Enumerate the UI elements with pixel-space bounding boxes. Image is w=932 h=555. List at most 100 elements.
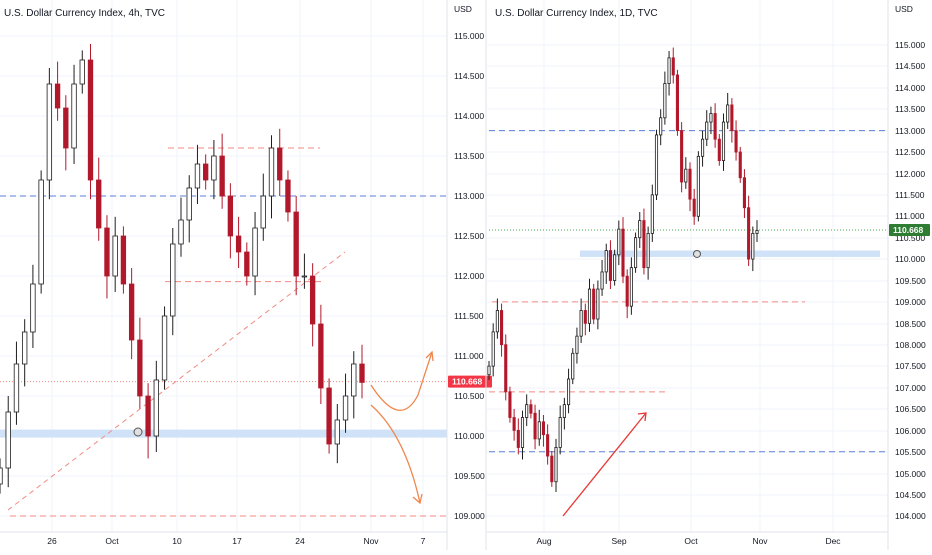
candle [495, 310, 499, 333]
y-tick-label: 109.500 [895, 276, 926, 286]
candle [504, 344, 508, 393]
y-tick-label: 109.000 [895, 297, 926, 307]
x-tick-label: Dec [825, 536, 841, 546]
candle [550, 455, 554, 483]
candle [268, 147, 275, 197]
y-tick-label: 108.500 [895, 319, 926, 329]
panel-2: U.S. Dollar Currency Index, 1D, TVC USD 11… [487, 0, 930, 550]
candle [219, 155, 225, 197]
touch-point [133, 427, 143, 437]
candle [161, 315, 168, 381]
candle [285, 179, 291, 213]
x-tick-label: 24 [295, 536, 305, 546]
candle [63, 107, 69, 149]
candle [153, 379, 159, 437]
y-tick-label: 114.000 [895, 83, 925, 93]
candle [604, 250, 608, 273]
candle [554, 447, 558, 483]
unit-label: USD [895, 4, 913, 14]
candle [726, 104, 730, 123]
forecast-arrow-down [370, 404, 421, 504]
candle [38, 179, 44, 285]
y-tick-label: 106.000 [895, 426, 926, 436]
candle [491, 331, 495, 367]
candle [646, 232, 650, 269]
candle [326, 387, 332, 445]
y-tick-label: 112.500 [454, 231, 484, 241]
candle [742, 177, 746, 209]
candle [629, 267, 633, 307]
price-tag-label: 110.668 [893, 225, 924, 235]
y-tick-label: 110.000 [895, 254, 925, 264]
candle [87, 59, 94, 181]
candle [516, 429, 520, 448]
candle [659, 117, 663, 136]
y-tick-label: 111.000 [895, 211, 925, 221]
candle [638, 220, 642, 239]
candle [600, 271, 604, 290]
candle [705, 121, 709, 140]
candle [680, 130, 684, 183]
y-tick-label: 110.500 [454, 391, 484, 401]
candle [675, 74, 679, 132]
candle [709, 113, 713, 123]
candle [571, 352, 575, 380]
candle [730, 104, 734, 132]
candle [692, 198, 696, 217]
candle [120, 235, 127, 285]
candle [608, 250, 612, 281]
y-tick-label: 104.000 [895, 511, 926, 521]
candle [0, 467, 3, 485]
candle [318, 323, 324, 389]
candle [137, 339, 143, 397]
y-tick-label: 115.000 [454, 31, 484, 41]
y-tick-label: 114.500 [895, 61, 925, 71]
x-tick-label: Sep [611, 536, 626, 546]
y-tick-label: 108.000 [895, 340, 926, 350]
candle [575, 335, 579, 354]
candle [621, 228, 625, 277]
x-tick-label: Nov [752, 536, 768, 546]
candle [96, 179, 102, 229]
candle [533, 412, 537, 440]
candle [562, 404, 566, 418]
candle [211, 155, 217, 181]
candle [334, 419, 340, 445]
candle [46, 83, 53, 181]
candle [596, 288, 600, 320]
support-band [0, 429, 447, 438]
candle [342, 395, 349, 421]
candle [186, 187, 192, 221]
candle [301, 275, 308, 278]
chart-title: U.S. Dollar Currency Index, 4h, TVC [4, 8, 165, 19]
price-tag-label: 110.668 [452, 377, 483, 387]
y-tick-label: 115.000 [895, 40, 925, 50]
y-tick-label: 105.500 [895, 447, 926, 457]
y-tick-label: 113.000 [895, 126, 925, 136]
candle [587, 288, 592, 324]
y-tick-label: 111.000 [454, 351, 484, 361]
y-tick-label: 109.500 [454, 471, 485, 481]
candle [671, 57, 675, 76]
candle [567, 378, 571, 406]
chart-title: U.S. Dollar Currency Index, 1D, TVC [495, 8, 658, 19]
candle [487, 365, 491, 376]
candle [351, 363, 357, 397]
y-tick-label: 111.500 [895, 190, 925, 200]
forecast-arrow-up [370, 351, 433, 411]
candle [13, 363, 20, 413]
y-tick-label: 104.500 [895, 490, 926, 500]
x-tick-label: Nov [363, 536, 379, 546]
candle [79, 59, 85, 85]
candle [30, 283, 36, 333]
forecast-arrowhead-up [425, 350, 434, 362]
candle [170, 243, 176, 317]
candle [751, 232, 755, 260]
candle [541, 421, 545, 436]
price-tag [448, 375, 492, 388]
candle [520, 417, 525, 448]
candle [104, 227, 110, 277]
candle [717, 138, 721, 162]
price-tag [889, 223, 930, 236]
x-tick-label: Oct [684, 536, 698, 546]
